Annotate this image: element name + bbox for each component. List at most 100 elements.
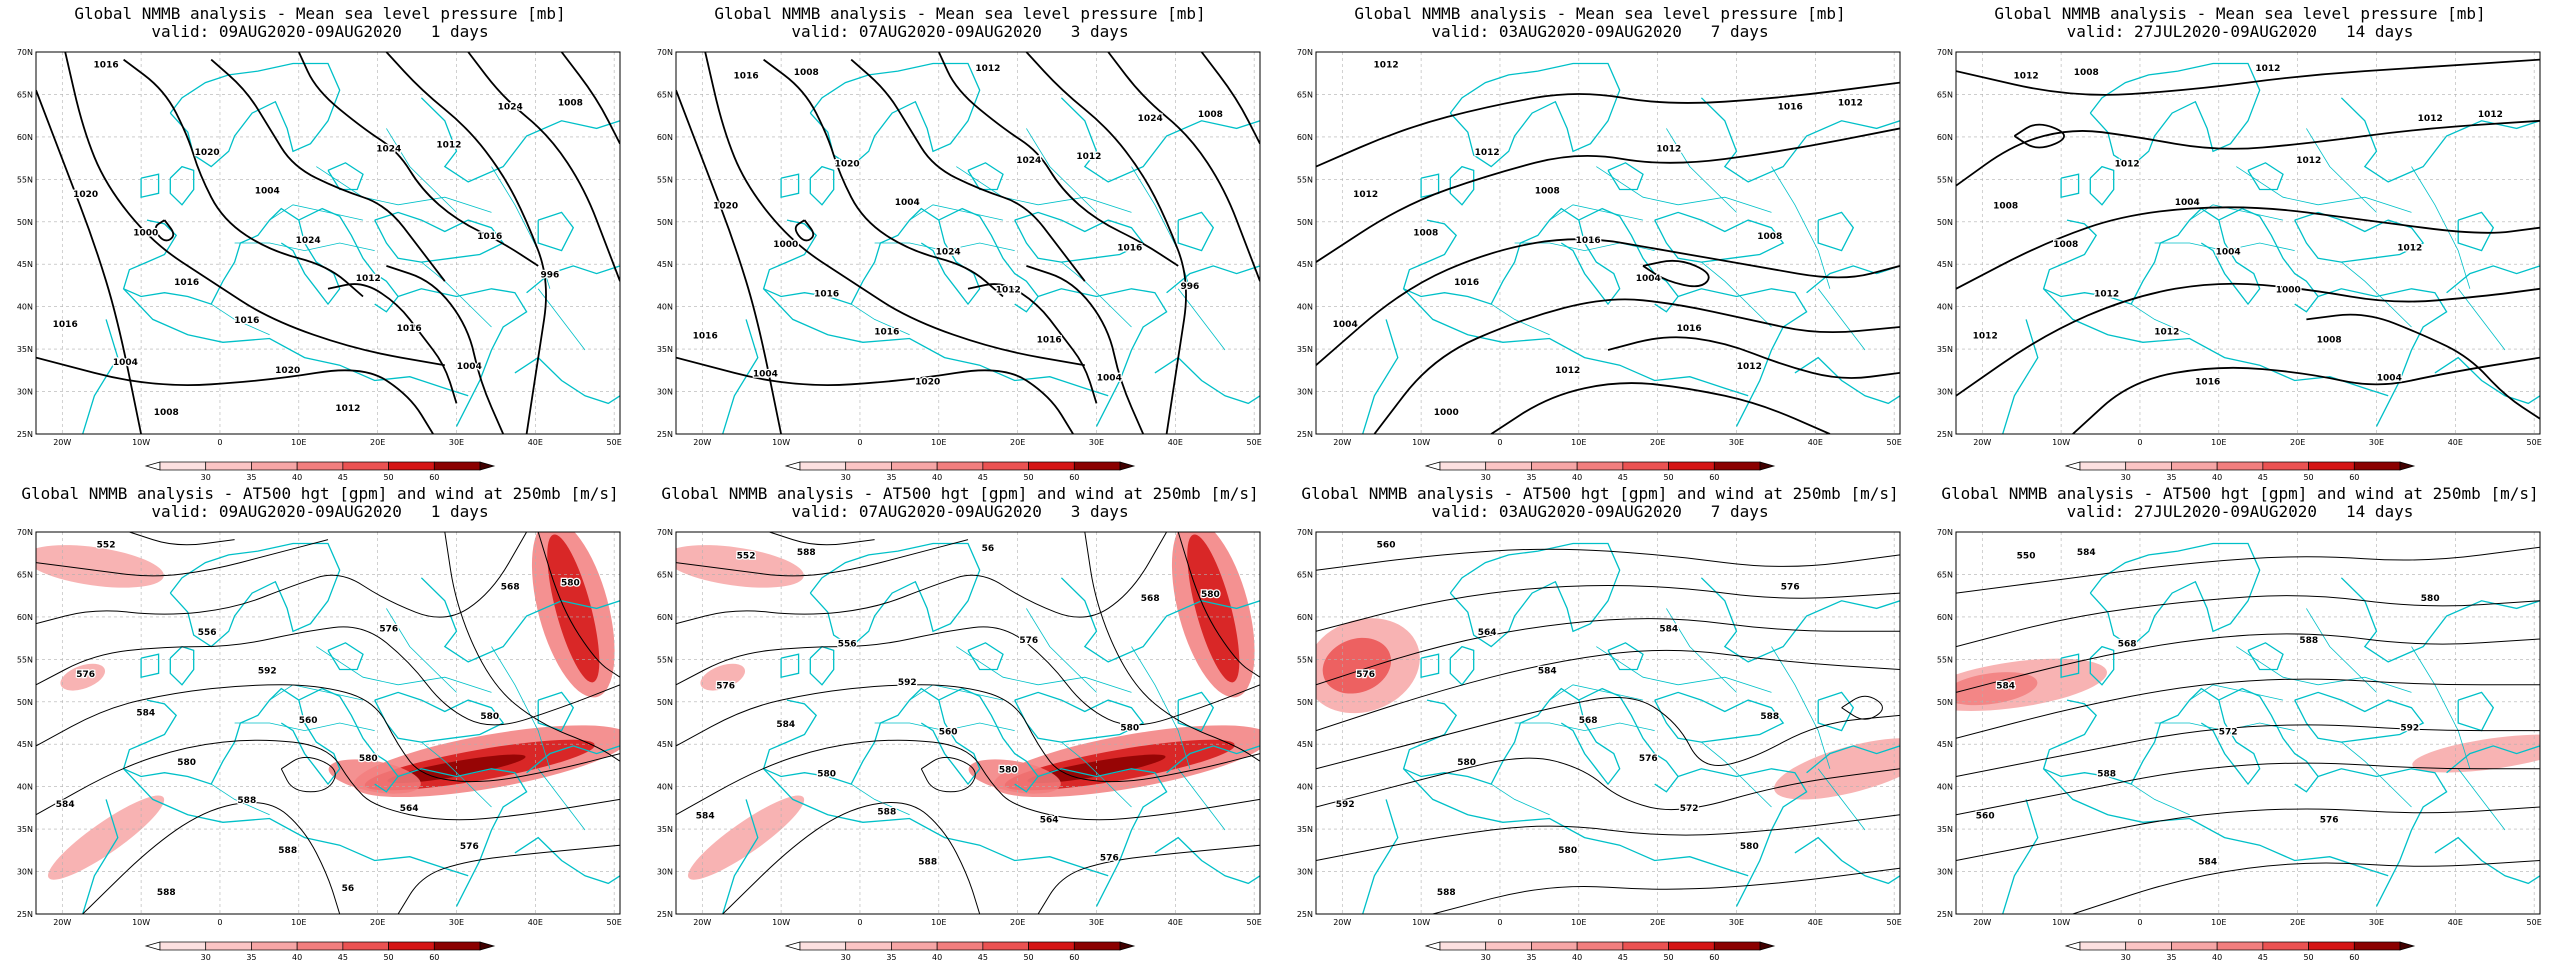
coastline	[2002, 799, 2039, 914]
country-border	[2306, 128, 2377, 213]
coastline	[1806, 745, 1900, 774]
contour-label: 576	[1781, 582, 1800, 592]
contour-label: 588	[918, 857, 937, 867]
contour-label: 1012	[2397, 244, 2422, 254]
colorbar-swatch	[1073, 941, 1121, 951]
coastline	[1654, 691, 1785, 743]
lat-tick-label: 70N	[17, 48, 33, 57]
lat-tick-label: 60N	[657, 133, 673, 142]
lat-tick-label: 35N	[1937, 825, 1953, 834]
height-contour	[397, 844, 620, 914]
coastline	[82, 319, 119, 434]
contour-label: 580	[1558, 846, 1577, 856]
isobar-line	[386, 265, 505, 434]
lon-tick-label: 30E	[1729, 918, 1744, 927]
lat-tick-label: 40N	[17, 303, 33, 312]
colorbar-swatch	[1485, 461, 1532, 471]
country-border	[234, 722, 375, 732]
panel-title: Global NMMB analysis - Mean sea level pr…	[74, 4, 566, 23]
country-border	[421, 261, 492, 328]
isobar-line	[1956, 206, 2540, 290]
contour-label: 1012	[2014, 72, 2039, 82]
panel-title: Global NMMB analysis - AT500 hgt [gpm] a…	[1941, 484, 2539, 503]
coastline	[2247, 162, 2284, 191]
country-border	[1490, 303, 1550, 336]
height-contour	[769, 532, 875, 546]
lon-tick-label: 20E	[1010, 438, 1025, 447]
height-contour	[676, 626, 1260, 726]
contour-label: 568	[2118, 640, 2137, 650]
coastline	[1449, 62, 1621, 168]
contour-label: 1004	[1333, 320, 1358, 330]
contour-label: 1016	[734, 72, 759, 82]
coastline	[420, 97, 620, 183]
coastline	[967, 642, 1004, 671]
lat-tick-label: 65N	[1297, 90, 1313, 99]
height-contour	[676, 739, 1260, 821]
contour-label: 580	[1740, 842, 1759, 852]
wind-speed-shading	[1956, 672, 2038, 706]
colorbar-swatch	[845, 941, 892, 951]
country-border	[1701, 261, 1772, 328]
contour-label: 560	[1976, 812, 1995, 822]
lat-tick-label: 50N	[17, 698, 33, 707]
contour-label: 1008	[2317, 335, 2342, 345]
colorbar-swatch	[1439, 941, 1487, 951]
coastline	[1014, 211, 1145, 263]
height-contour	[444, 532, 620, 762]
contour-label: 592	[898, 678, 917, 688]
contour-label: 568	[501, 582, 520, 592]
lat-tick-label: 70N	[1297, 48, 1313, 57]
contour-label: 1004	[2175, 198, 2200, 208]
coastline	[526, 265, 620, 294]
contour-label: 1016	[2195, 377, 2220, 387]
lat-tick-label: 65N	[657, 570, 673, 579]
lat-tick-label: 60N	[657, 613, 673, 622]
colorbar-label: 40	[292, 953, 302, 960]
contour-label: 1000	[1434, 408, 1459, 418]
country-border	[316, 646, 492, 693]
map-frame	[675, 51, 1261, 435]
lon-tick-label: 30E	[1089, 438, 1104, 447]
coastline	[1560, 219, 1621, 306]
panel-title: Global NMMB analysis - AT500 hgt [gpm] a…	[1301, 484, 1899, 503]
colorbar-label: 40	[292, 473, 302, 480]
contour-label: 584	[2077, 548, 2096, 558]
isobar-line	[763, 58, 1004, 298]
contour-label: 584	[696, 812, 715, 822]
lon-tick-label: 0	[2137, 918, 2142, 927]
coastline	[2200, 699, 2261, 786]
lat-tick-label: 55N	[1297, 655, 1313, 664]
country-border	[421, 741, 492, 808]
colorbar-label: 40	[2212, 473, 2222, 480]
contour-label: 1016	[814, 289, 839, 299]
map-panel-3: Global NMMB analysis - Mean sea level pr…	[1280, 0, 1920, 480]
colorbar-label: 40	[1572, 953, 1582, 960]
colorbar-label: 30	[201, 953, 211, 960]
contour-label: 1020	[195, 148, 220, 158]
country-border	[1026, 128, 1097, 213]
contour-label: 1000	[133, 228, 158, 238]
contour-label: 592	[1336, 800, 1355, 810]
coastline	[397, 768, 528, 907]
coastline	[1700, 577, 1900, 663]
panel-valid-range: valid: 07AUG2020-09AUG2020 3 days	[791, 22, 1129, 41]
contour-label: 1000	[773, 240, 798, 250]
wind-colorbar: 30 35 40 45 50 60	[1424, 461, 1776, 480]
contour-label: 1012	[2418, 114, 2443, 124]
country-border	[909, 684, 1004, 701]
lat-tick-label: 35N	[657, 825, 673, 834]
map-panel-8: Global NMMB analysis - AT500 hgt [gpm] a…	[1920, 480, 2560, 960]
wind-speed-shading	[968, 759, 1061, 794]
lat-tick-label: 35N	[1937, 345, 1953, 354]
map-frame	[1315, 531, 1901, 915]
lat-tick-label: 30N	[1937, 388, 1953, 397]
contour-label: 1008	[558, 98, 583, 108]
isobar-line	[1490, 382, 1831, 434]
colorbar-label: 30	[841, 473, 851, 480]
coastline	[1060, 97, 1260, 183]
isobar-line	[210, 58, 446, 282]
lat-tick-label: 55N	[657, 655, 673, 664]
colorbar-swatch	[891, 941, 938, 951]
country-border	[2457, 768, 2506, 831]
